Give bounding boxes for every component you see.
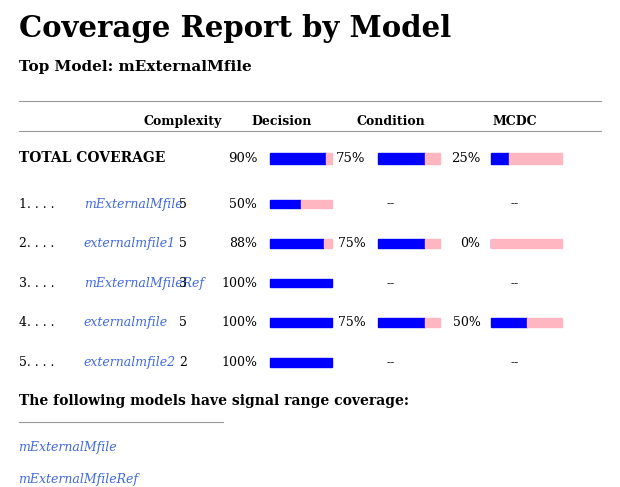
Text: 3. . . .: 3. . . . [19,277,54,290]
Text: --: -- [510,198,519,210]
Text: mExternalMfileRef: mExternalMfileRef [19,473,139,487]
Bar [491,318,527,327]
Text: 5: 5 [179,237,187,250]
Bar [527,318,562,327]
Bar [301,200,332,208]
Text: 50%: 50% [229,198,257,210]
Text: MCDC: MCDC [492,115,537,128]
Text: mExternalMfile: mExternalMfile [19,441,117,454]
Text: --: -- [510,356,519,369]
Bar [270,279,332,287]
Text: Coverage Report by Model: Coverage Report by Model [19,15,451,43]
Text: Decision: Decision [252,115,312,128]
Bar [378,318,425,327]
Bar [270,239,324,248]
Text: 2. . . .: 2. . . . [19,237,54,250]
Text: 5: 5 [179,316,187,329]
Text: The following models have signal range coverage:: The following models have signal range c… [19,394,409,408]
Text: 1. . . .: 1. . . . [19,198,54,210]
Text: 100%: 100% [221,316,257,329]
Text: TOTAL COVERAGE: TOTAL COVERAGE [19,151,165,165]
Text: 5: 5 [179,198,187,210]
Text: externalmfile2: externalmfile2 [84,356,176,369]
Bar [378,153,425,164]
Text: externalmfile: externalmfile [84,316,168,329]
Text: Top Model: mExternalMfile: Top Model: mExternalMfile [19,60,251,75]
Text: --: -- [510,277,519,290]
Bar [326,153,332,164]
Text: --: -- [386,356,395,369]
Text: 100%: 100% [221,356,257,369]
Text: 25%: 25% [451,152,481,165]
Text: externalmfile1: externalmfile1 [84,237,176,250]
Text: 88%: 88% [229,237,257,250]
Bar [425,153,440,164]
Text: 5. . . .: 5. . . . [19,356,54,369]
Text: 50%: 50% [453,316,480,329]
Text: 0%: 0% [461,237,480,250]
Bar [425,318,440,327]
Text: 75%: 75% [338,237,366,250]
Bar [270,358,332,367]
Bar [491,153,509,164]
Text: --: -- [386,198,395,210]
Text: 90%: 90% [228,152,257,165]
Text: Complexity: Complexity [144,115,222,128]
Text: Condition: Condition [356,115,425,128]
Text: 4. . . .: 4. . . . [19,316,54,329]
Text: --: -- [386,277,395,290]
Bar [378,239,425,248]
Text: 75%: 75% [336,152,366,165]
Text: mExternalMfileRef: mExternalMfileRef [84,277,204,290]
Text: mExternalMfile: mExternalMfile [84,198,182,210]
Text: 100%: 100% [221,277,257,290]
Bar [491,239,562,248]
Bar [425,239,440,248]
Bar [270,318,332,327]
Text: 2: 2 [179,356,187,369]
Bar [270,200,301,208]
Bar [270,153,326,164]
Bar [509,153,562,164]
Text: 3: 3 [179,277,187,290]
Bar [324,239,332,248]
Text: 75%: 75% [338,316,366,329]
